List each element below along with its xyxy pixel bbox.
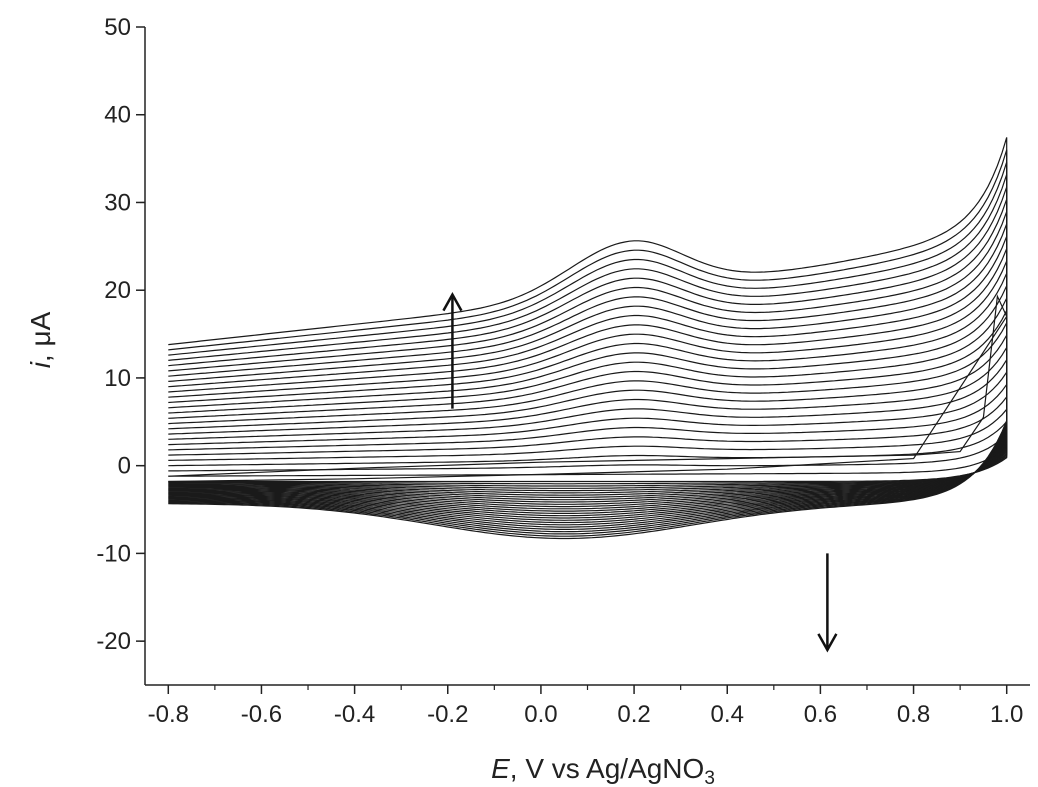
x-tick-label: 0.6 [804, 701, 837, 728]
y-axis-label-text: , μA [25, 311, 56, 362]
x-tick-label: -0.8 [148, 701, 189, 728]
x-axis-label-subscript: 3 [704, 768, 715, 787]
x-tick-label: 0.2 [617, 701, 650, 728]
cv-cycle-curve [168, 395, 1008, 492]
x-axis-label: E, V vs Ag/AgNO3 [491, 753, 715, 787]
cv-curves [168, 137, 1008, 540]
arrow-down-icon [817, 553, 838, 653]
x-axis-ticks: -0.8 -0.6 -0.4 -0.2 0.0 0.2 0.4 0.6 0.8 1.0 [148, 685, 1023, 728]
cv-cycle-curve [168, 223, 1008, 524]
cv-cycle-curve [168, 297, 1008, 510]
cv-cycle-curve [168, 370, 1008, 496]
cv-cycle-curve [168, 260, 1008, 517]
y-axis-ticks: -20 -10 0 10 20 30 40 50 [96, 14, 145, 655]
x-tick-label: 0.4 [711, 701, 744, 728]
x-tick-label: -0.4 [334, 701, 375, 728]
arrow-up-icon [442, 292, 463, 409]
y-tick-label: -10 [96, 540, 131, 567]
cv-cycle-curve [168, 137, 1008, 540]
y-axis-label-italic: i [25, 361, 56, 368]
y-tick-label: 20 [104, 277, 131, 304]
cv-cycle-curve [168, 236, 1008, 521]
cv-cycle-curve [168, 198, 1008, 528]
x-axis-label-text: , V vs Ag/AgNO [510, 753, 705, 784]
first-cycle-curve [168, 294, 1008, 483]
x-tick-label: 1.0 [990, 701, 1023, 728]
cv-cycle-curve [168, 186, 1008, 530]
y-axis-label: i, μA [25, 311, 56, 368]
arrow-head [442, 292, 463, 312]
y-tick-label: 10 [104, 365, 131, 392]
y-tick-label: 50 [104, 14, 131, 41]
x-axis-label-italic: E [491, 753, 510, 784]
cv-cycle-curve [168, 407, 1008, 489]
annotation-arrows [442, 292, 838, 653]
x-tick-label: -0.6 [241, 701, 282, 728]
arrow-head [817, 633, 838, 653]
y-tick-label: 40 [104, 102, 131, 129]
cv-cycle-curve [168, 310, 1008, 508]
cv-cycle-curve [168, 285, 1008, 512]
x-tick-label: 0.8 [897, 701, 930, 728]
x-tick-label: 0.0 [524, 701, 557, 728]
x-tick-label: -0.2 [427, 701, 468, 728]
y-tick-label: 30 [104, 189, 131, 216]
y-tick-label: -20 [96, 628, 131, 655]
y-tick-label: 0 [118, 453, 131, 480]
